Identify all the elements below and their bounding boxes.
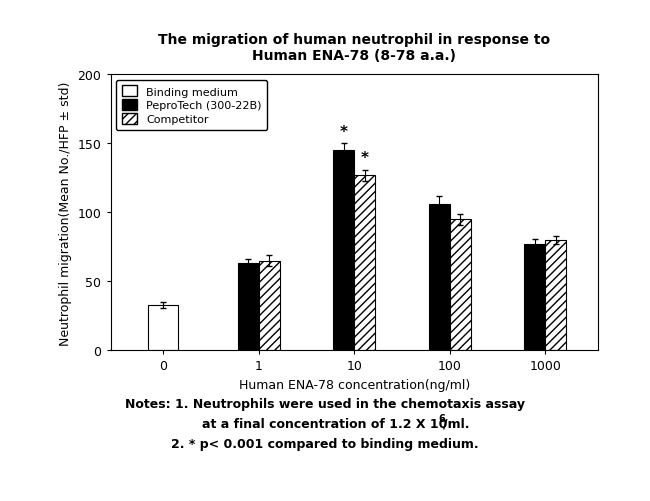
Bar: [148, 305, 178, 351]
Text: *: *: [340, 125, 348, 140]
Text: *: *: [361, 151, 369, 166]
Y-axis label: Neutrophil migration(Mean No./HFP ± std): Neutrophil migration(Mean No./HFP ± std): [59, 81, 72, 345]
Bar: [333, 151, 354, 351]
Bar: [259, 261, 280, 351]
Bar: [354, 176, 375, 351]
Text: The migration of human neutrophil in response to
Human ENA-78 (8-78 a.a.): The migration of human neutrophil in res…: [158, 33, 551, 63]
Bar: [525, 244, 545, 351]
Text: /ml.: /ml.: [443, 417, 470, 430]
X-axis label: Human ENA-78 concentration(ng/ml): Human ENA-78 concentration(ng/ml): [239, 378, 470, 391]
Text: Notes: 1. Neutrophils were used in the chemotaxis assay: Notes: 1. Neutrophils were used in the c…: [125, 397, 525, 410]
Legend: Binding medium, PeproTech (300-22B), Competitor: Binding medium, PeproTech (300-22B), Com…: [116, 81, 267, 131]
Text: 6: 6: [438, 413, 445, 423]
Text: at a final concentration of 1.2 X 10: at a final concentration of 1.2 X 10: [202, 417, 448, 430]
Bar: [429, 204, 450, 351]
Bar: [545, 240, 566, 351]
Bar: [450, 220, 471, 351]
Bar: [238, 264, 259, 351]
Text: 2. * p< 0.001 compared to binding medium.: 2. * p< 0.001 compared to binding medium…: [171, 437, 479, 450]
